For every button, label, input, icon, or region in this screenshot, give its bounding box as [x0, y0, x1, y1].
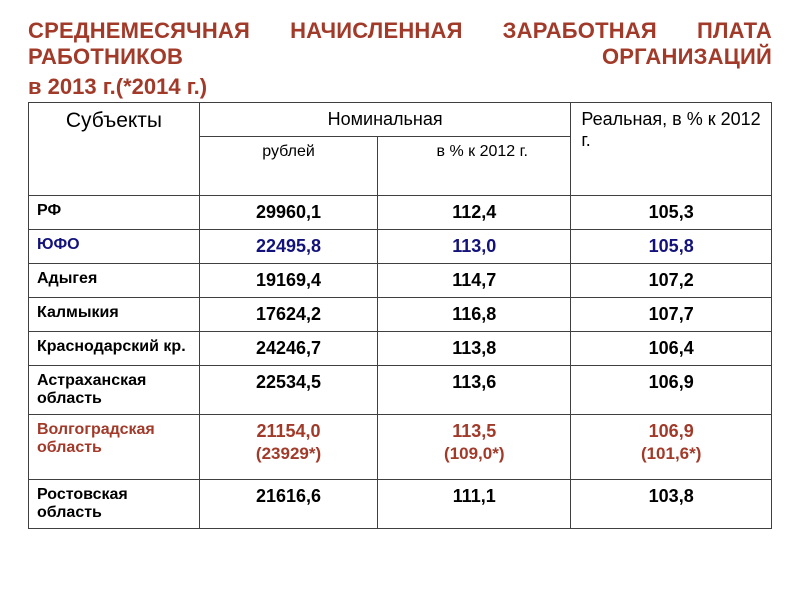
cell-rub: 19169,4 — [199, 263, 377, 297]
hdr-nominal: Номинальная — [199, 102, 570, 136]
cell-pct: 116,8 — [378, 297, 571, 331]
cell-pct: 113,0 — [378, 229, 571, 263]
table-row: Краснодарский кр.24246,7113,8106,4 — [29, 331, 772, 365]
heading-line1: СРЕДНЕМЕСЯЧНАЯ НАЧИСЛЕННАЯ ЗАРАБОТНАЯ ПЛ… — [28, 18, 772, 70]
cell-real: 106,9 — [571, 365, 772, 414]
slide: СРЕДНЕМЕСЯЧНАЯ НАЧИСЛЕННАЯ ЗАРАБОТНАЯ ПЛ… — [0, 0, 800, 600]
table-row: Калмыкия17624,2116,8107,7 — [29, 297, 772, 331]
cell-subject: Краснодарский кр. — [29, 331, 200, 365]
table-header: Субъекты Номинальная Реальная, в % к 201… — [29, 102, 772, 195]
cell-pct: 114,7 — [378, 263, 571, 297]
cell-subject: РФ — [29, 195, 200, 229]
cell-real: 107,2 — [571, 263, 772, 297]
cell-real: 105,3 — [571, 195, 772, 229]
cell-pct: 111,1 — [378, 479, 571, 528]
cell-rub: 21154,0(23929*) — [199, 414, 377, 479]
cell-pct: 113,6 — [378, 365, 571, 414]
cell-real: 105,8 — [571, 229, 772, 263]
cell-subject: ЮФО — [29, 229, 200, 263]
cell-rub: 17624,2 — [199, 297, 377, 331]
table-row: РФ29960,1112,4105,3 — [29, 195, 772, 229]
heading-line2: в 2013 г.(*2014 г.) — [28, 74, 772, 100]
cell-rub: 21616,6 — [199, 479, 377, 528]
hdr-sub-rub: рублей — [199, 136, 377, 195]
cell-rub: 29960,1 — [199, 195, 377, 229]
table-row: Астраханская область22534,5113,6106,9 — [29, 365, 772, 414]
hdr-real: Реальная, в % к 2012 г. — [571, 102, 772, 195]
cell-real: 106,9(101,6*) — [571, 414, 772, 479]
hdr-subjects: Субъекты — [29, 102, 200, 195]
cell-subject: Ростовская область — [29, 479, 200, 528]
cell-real: 103,8 — [571, 479, 772, 528]
table-row: Адыгея19169,4114,7107,2 — [29, 263, 772, 297]
cell-real: 106,4 — [571, 331, 772, 365]
table-row: Ростовская область21616,6111,1103,8 — [29, 479, 772, 528]
cell-subject: Калмыкия — [29, 297, 200, 331]
table-row: Волгоградская область21154,0(23929*)113,… — [29, 414, 772, 479]
cell-pct: 113,5(109,0*) — [378, 414, 571, 479]
cell-pct: 113,8 — [378, 331, 571, 365]
table-body: РФ29960,1112,4105,3ЮФО22495,8113,0105,8А… — [29, 195, 772, 528]
cell-rub: 22534,5 — [199, 365, 377, 414]
cell-real: 107,7 — [571, 297, 772, 331]
cell-pct: 112,4 — [378, 195, 571, 229]
cell-subject: Адыгея — [29, 263, 200, 297]
cell-rub: 22495,8 — [199, 229, 377, 263]
table-row: ЮФО22495,8113,0105,8 — [29, 229, 772, 263]
salary-table: Субъекты Номинальная Реальная, в % к 201… — [28, 102, 772, 529]
hdr-sub-pct: в % к 2012 г. — [378, 136, 571, 195]
cell-subject: Астраханская область — [29, 365, 200, 414]
cell-rub: 24246,7 — [199, 331, 377, 365]
cell-subject: Волгоградская область — [29, 414, 200, 479]
